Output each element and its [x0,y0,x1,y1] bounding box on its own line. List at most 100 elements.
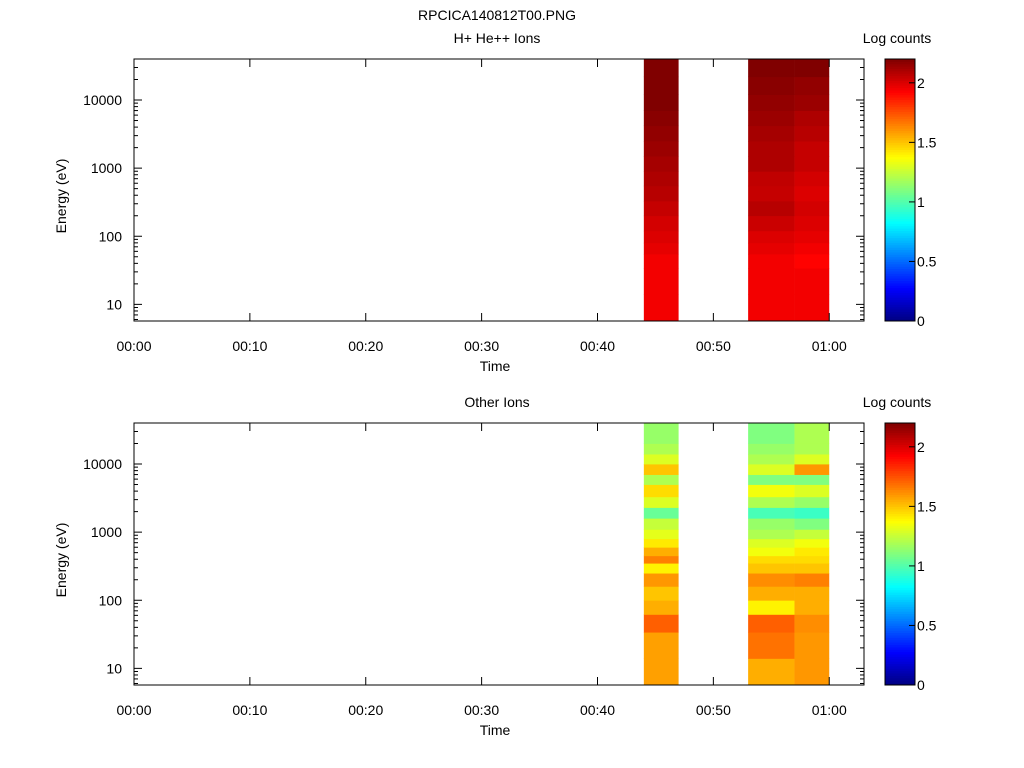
colorbar-swatch [885,432,915,436]
colorbar-swatch [885,173,915,177]
colorbar-swatch [885,201,915,205]
colorbar-swatch [885,89,915,93]
heatmap-cell [748,141,795,157]
heatmap-cell [794,507,830,519]
heatmap-cell [748,185,795,202]
colorbar-swatch [885,442,915,445]
colorbar-swatch [885,275,915,279]
colorbar-swatch [885,142,915,146]
colorbar-swatch [885,251,915,255]
heatmap-cell [643,600,679,615]
colorbar-tick-label: 0.5 [917,617,937,633]
heatmap-cell [748,215,795,232]
colorbar-swatch [885,649,915,653]
colorbar-swatch [885,123,915,127]
x-tick-label: 00:40 [580,338,615,354]
colorbar-tick-label: 1 [917,194,925,210]
colorbar-swatch [885,68,915,72]
heatmap-cell [643,423,679,444]
colorbar-tick-label: 1.5 [917,498,937,514]
colorbar-tick-label: 0.5 [917,253,937,269]
colorbar-swatch [885,216,915,220]
colorbar-swatch [885,218,915,222]
colorbar: 0 0.5 1 1.5 2 [884,58,937,329]
y-axis-label: Energy (eV) [53,159,69,234]
colorbar-swatch [885,318,915,322]
colorbar-swatch [885,187,915,191]
heatmap-cell [748,59,795,78]
colorbar-swatch [885,515,915,519]
colorbar-swatch [885,154,915,158]
colorbar-swatch [885,599,915,603]
colorbar-swatch [885,563,915,567]
colorbar-swatch [885,268,915,272]
colorbar-swatch [885,458,915,462]
heatmap-cell [643,555,679,564]
colorbar-swatch [885,630,915,634]
heatmap-cell [643,94,679,111]
colorbar-swatch [885,80,915,84]
colorbar-swatch [885,596,915,600]
colorbar-swatch [885,316,915,320]
colorbar-swatch [885,197,915,201]
heatmap-cells [643,59,830,322]
heatmap-cell [794,484,830,498]
colorbar-swatch [885,618,915,622]
colorbar-swatch [885,506,915,510]
colorbar-swatch [885,427,915,431]
colorbar-swatch [885,558,915,562]
colorbar-swatch [885,473,915,476]
heatmap-cell [643,586,679,601]
colorbar-swatch [885,661,915,665]
heatmap-cell [794,555,830,564]
heatmap-cell [794,423,830,444]
heatmap-cell [794,529,830,540]
heatmap-cell [643,200,679,217]
x-tick-label: 00:00 [116,338,151,354]
colorbar-swatch [885,518,915,522]
heatmap-cell [794,600,830,615]
heatmap-cell [748,156,795,172]
colorbar-swatch [885,313,915,317]
colorbar-swatch [885,539,915,543]
colorbar-swatch [885,673,915,676]
colorbar-swatch [885,613,915,617]
colorbar-tick-label: 1 [917,558,925,574]
colorbar-swatch [885,627,915,631]
colorbar-swatch [885,75,915,79]
colorbar-swatch [885,482,915,486]
colorbar-swatch [885,511,915,515]
colorbar-swatch [885,149,915,153]
colorbar-swatch [885,611,915,615]
heatmap-cell [748,268,795,295]
colorbar-swatch [885,116,915,120]
colorbar-swatch [885,565,915,569]
y-tick-label: 10 [106,660,122,676]
colorbar-swatch [885,249,915,253]
colorbar-swatch [885,99,915,103]
heatmap-cell [794,230,830,244]
colorbar-swatch [885,444,915,448]
colorbar-swatch [885,294,915,298]
colorbar-swatch [885,213,915,217]
colorbar-swatch [885,247,915,251]
heatmap-cell [643,76,679,96]
colorbar-tick-label: 2 [917,75,925,91]
colorbar-swatch [885,623,915,626]
colorbar-swatch [885,151,915,155]
colorbar-swatch [885,573,915,576]
colorbar-swatch [885,492,915,495]
colorbar-swatch [885,280,915,284]
colorbar-tick-label: 0 [917,677,925,693]
colorbar-swatch [885,301,915,305]
colorbar-swatch [885,130,915,134]
colorbar-swatch [885,637,915,641]
colorbar-swatch [885,240,915,243]
colorbar-swatch [885,92,915,96]
colorbar-swatch [885,425,915,429]
colorbar-swatch [885,259,915,262]
heatmap-cell [794,215,830,232]
x-tick-label: 00:30 [464,702,499,718]
colorbar-swatch [885,508,915,512]
